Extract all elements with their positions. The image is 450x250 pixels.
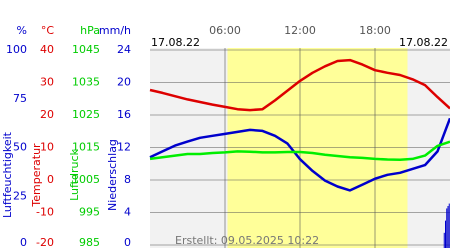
precip-bar — [447, 206, 449, 248]
y-tick-label: 25 — [13, 189, 27, 202]
y-tick-label: 1005 — [72, 173, 100, 186]
y-tick-label: 50 — [13, 141, 27, 154]
y-tick-label: -20 — [36, 236, 54, 249]
precip-bar — [448, 203, 450, 248]
x-tick-label: 06:00 — [209, 24, 241, 37]
series-line — [149, 140, 450, 162]
x-tick-label: 18:00 — [359, 24, 391, 37]
precip-bar — [446, 208, 448, 248]
y-tick-label: 20 — [40, 108, 54, 121]
axis-title: Luftfeuchtigkeit — [1, 131, 14, 218]
y-tick-label: 12 — [117, 141, 131, 154]
y-tick-label: 30 — [40, 76, 54, 89]
axis-title: Niederschlag — [106, 139, 119, 211]
y-tick-label: 10 — [40, 141, 54, 154]
daylight-band — [227, 48, 408, 248]
y-tick-label: 16 — [117, 108, 131, 121]
footer: Erstellt: 09.05.2025 10:22 — [175, 234, 319, 247]
x-tick-label: 12:00 — [284, 24, 316, 37]
axis-unit: hPa — [80, 24, 100, 37]
precip-bar — [443, 232, 445, 248]
y-tick-label: 985 — [79, 236, 100, 249]
series-line — [149, 117, 450, 192]
precip-bar — [445, 220, 446, 248]
y-tick-label: 8 — [124, 173, 131, 186]
date-label: 17.08.22 — [399, 36, 448, 49]
y-tick-label: 24 — [117, 43, 131, 56]
axis-title: Temperatur — [30, 143, 43, 208]
y-tick-label: 100 — [6, 43, 27, 56]
y-tick-label: 40 — [40, 43, 54, 56]
y-tick-label: 995 — [79, 206, 100, 219]
y-tick-label: 4 — [124, 206, 131, 219]
y-tick-label: 1025 — [72, 108, 100, 121]
axis-unit: mm/h — [99, 24, 131, 37]
series-line — [149, 58, 450, 112]
axis-unit: °C — [41, 24, 55, 37]
y-tick-label: -10 — [36, 206, 54, 219]
axis-title: Luftdruck — [68, 148, 81, 200]
y-tick-label: 75 — [13, 92, 27, 105]
y-tick-label: 20 — [117, 76, 131, 89]
y-tick-label: 1045 — [72, 43, 100, 56]
y-tick-label: 0 — [47, 173, 54, 186]
y-tick-label: 0 — [124, 236, 131, 249]
date-label: 17.08.22 — [151, 36, 200, 49]
y-tick-label: 1015 — [72, 141, 100, 154]
y-tick-label: 0 — [20, 236, 27, 249]
axis-unit: % — [17, 24, 27, 37]
y-tick-label: 1035 — [72, 76, 100, 89]
